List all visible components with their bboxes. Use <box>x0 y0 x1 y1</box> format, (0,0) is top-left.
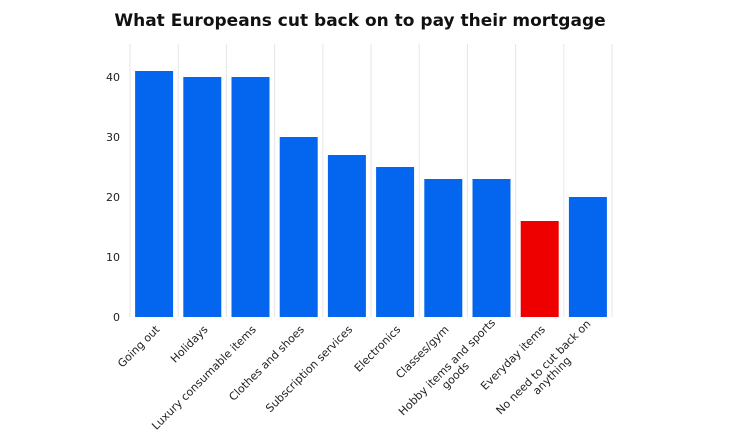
svg-text:Holidays: Holidays <box>168 323 211 366</box>
x-tick-label: Going out <box>115 323 163 371</box>
x-tick-label: Electronics <box>352 323 404 375</box>
svg-text:Going out: Going out <box>115 323 163 371</box>
x-tick-label: No need to cut back onanything <box>494 317 602 425</box>
bar <box>568 197 607 317</box>
y-tick-label: 0 <box>113 311 120 324</box>
bar <box>279 137 318 317</box>
bar <box>472 179 511 317</box>
svg-text:Subscription services: Subscription services <box>263 323 355 415</box>
x-tick-label: Holidays <box>168 323 211 366</box>
x-tick-label: Subscription services <box>263 323 355 415</box>
bar <box>424 179 463 317</box>
bar <box>183 77 222 317</box>
chart-title: What Europeans cut back on to pay their … <box>114 11 606 31</box>
y-tick-label: 40 <box>106 71 120 84</box>
svg-text:Electronics: Electronics <box>352 323 404 375</box>
bar <box>376 167 415 317</box>
bars <box>135 71 607 317</box>
y-tick-label: 20 <box>106 191 120 204</box>
svg-text:No need to cut back onanything: No need to cut back onanything <box>494 317 602 425</box>
bar <box>135 71 174 317</box>
bar <box>231 77 270 317</box>
y-tick-label: 10 <box>106 251 120 264</box>
grid-layer <box>129 44 613 317</box>
bar <box>520 221 559 317</box>
y-axis-ticks: 0 10 20 30 40 <box>106 71 120 324</box>
y-tick-label: 30 <box>106 131 120 144</box>
bar <box>327 155 366 317</box>
